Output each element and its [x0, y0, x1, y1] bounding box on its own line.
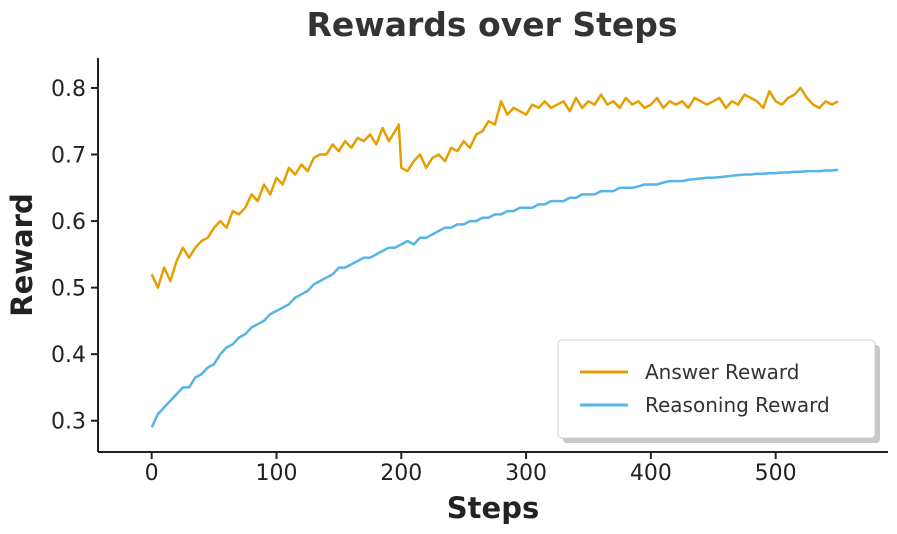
y-tick-label: 0.6: [51, 210, 86, 235]
y-tick-label: 0.5: [51, 277, 86, 302]
y-tick-label: 0.4: [51, 343, 86, 368]
legend-label-answer: Answer Reward: [645, 360, 800, 384]
x-tick-label: 400: [630, 461, 672, 486]
x-axis-label: Steps: [447, 491, 539, 525]
x-tick-label: 300: [505, 461, 547, 486]
y-tick-label: 0.8: [51, 77, 86, 102]
chart-title: Rewards over Steps: [306, 5, 677, 44]
legend-box: [557, 339, 876, 439]
x-tick-label: 0: [145, 461, 159, 486]
x-tick-label: 500: [755, 461, 797, 486]
y-ticks: 0.3 0.4 0.5 0.6 0.7 0.8: [51, 77, 98, 435]
y-axis-label: Reward: [5, 193, 39, 316]
legend: Answer Reward Reasoning Reward: [557, 339, 880, 443]
y-tick-label: 0.3: [51, 410, 86, 435]
x-tick-label: 200: [380, 461, 422, 486]
y-tick-label: 0.7: [51, 144, 86, 169]
x-ticks: 0 100 200 300 400 500: [145, 452, 797, 486]
x-tick-label: 100: [255, 461, 297, 486]
series-layer: [150, 86, 839, 428]
series-line-reasoning-reward: [150, 168, 839, 428]
legend-label-reasoning: Reasoning Reward: [645, 393, 830, 417]
series-line-answer-reward: [150, 86, 839, 289]
